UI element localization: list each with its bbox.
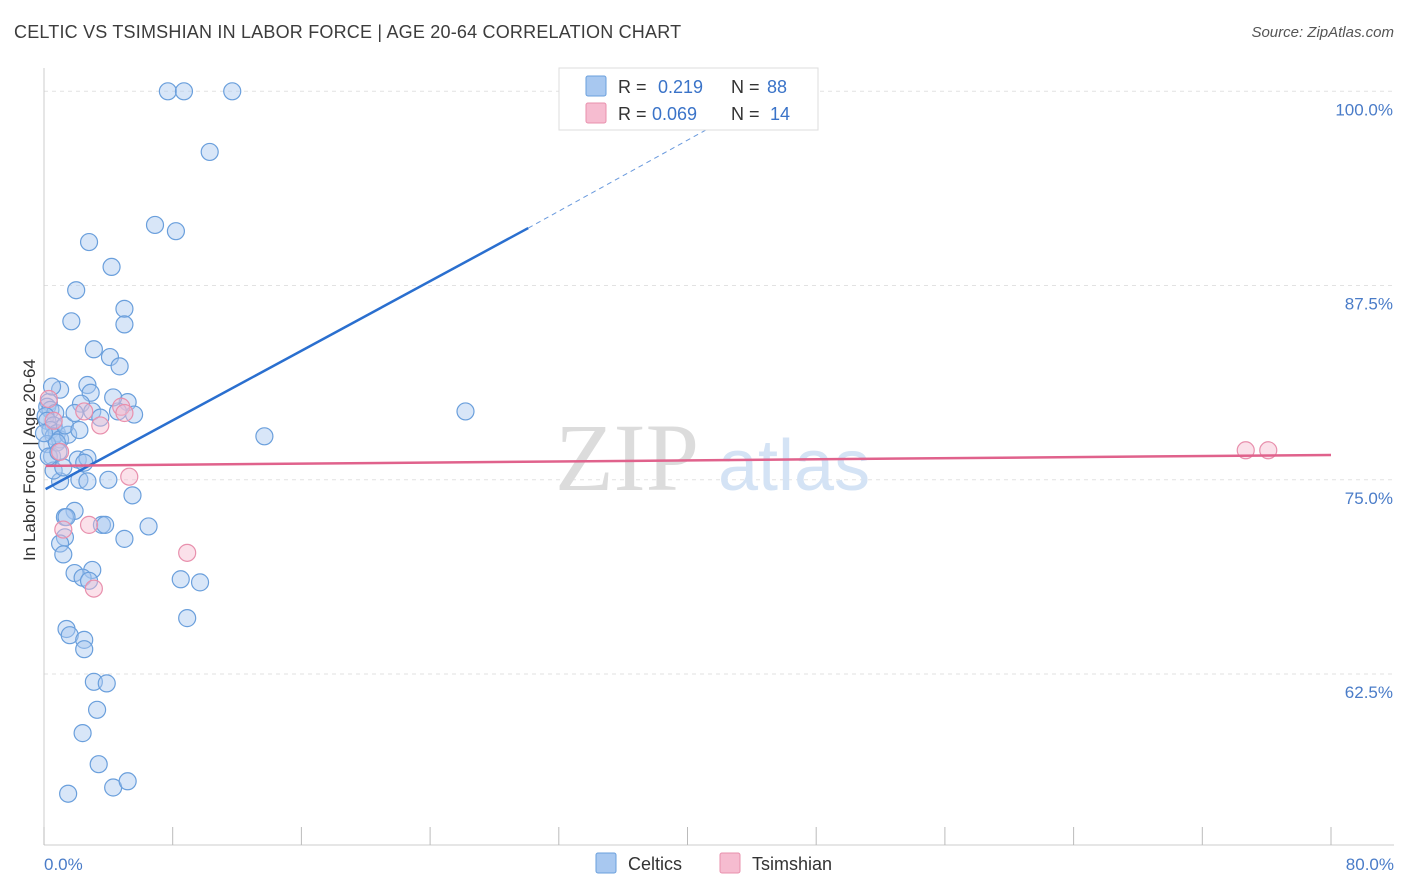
point-celtics xyxy=(200,142,219,162)
data-points xyxy=(34,82,1278,803)
legend-n-label-tsimshian: N = xyxy=(731,104,760,124)
point-celtics xyxy=(174,82,194,101)
point-celtics xyxy=(110,357,129,376)
point-celtics xyxy=(60,626,79,645)
point-celtics xyxy=(255,427,274,446)
point-celtics xyxy=(89,755,108,774)
y-tick-label: 62.5% xyxy=(1345,683,1393,702)
point-celtics xyxy=(158,82,177,101)
point-tsimshian xyxy=(84,579,103,598)
watermark-atlas: atlas xyxy=(718,426,870,506)
tick-labels: 100.0% 87.5% 75.0% 62.5% 0.0% 80.0% xyxy=(44,100,1394,874)
point-celtics xyxy=(456,402,475,421)
point-celtics xyxy=(91,408,110,427)
y-tick-label: 75.0% xyxy=(1345,489,1393,508)
point-celtics xyxy=(118,772,137,791)
series-legend-swatch-tsimshian xyxy=(719,852,741,874)
legend-r-value-celtics: 0.219 xyxy=(658,77,703,97)
series-legend-swatch-celtics xyxy=(595,852,617,874)
point-tsimshian xyxy=(79,515,99,534)
point-celtics xyxy=(97,674,116,693)
legend-n-value-celtics: 88 xyxy=(767,77,787,97)
watermark: ZIP atlas xyxy=(555,404,870,511)
point-celtics xyxy=(87,700,107,719)
y-tick-label: 87.5% xyxy=(1345,295,1393,314)
source-label: Source: ZipAtlas.com xyxy=(1251,24,1394,41)
point-celtics xyxy=(100,347,120,367)
legend-swatch-celtics xyxy=(585,75,607,97)
series-legend-label-celtics: Celtics xyxy=(628,854,682,874)
grid-lines xyxy=(44,90,1394,675)
point-celtics xyxy=(96,515,115,534)
point-tsimshian xyxy=(91,416,110,435)
trend-line-tsimshian xyxy=(45,453,1332,468)
point-celtics xyxy=(34,424,54,443)
point-celtics xyxy=(75,640,94,659)
point-celtics xyxy=(55,416,75,435)
point-tsimshian xyxy=(178,543,197,562)
point-tsimshian xyxy=(120,467,139,486)
point-celtics xyxy=(62,312,81,331)
point-celtics xyxy=(54,458,73,477)
point-celtics xyxy=(123,486,142,505)
point-celtics xyxy=(79,232,99,252)
legend-n-label-celtics: N = xyxy=(731,77,760,97)
watermark-zip: ZIP xyxy=(555,404,699,511)
point-celtics xyxy=(84,340,103,359)
point-celtics xyxy=(78,472,97,491)
point-celtics xyxy=(115,315,134,334)
point-celtics xyxy=(139,517,158,536)
point-celtics xyxy=(50,534,70,553)
series-legend: Celtics Tsimshian xyxy=(595,852,832,874)
point-celtics xyxy=(83,560,102,580)
legend-r-value-tsimshian: 0.069 xyxy=(652,104,697,124)
point-celtics xyxy=(102,257,121,277)
point-celtics xyxy=(115,529,134,548)
legend-r-label-celtics: R = xyxy=(618,77,647,97)
legend-r-label-tsimshian: R = xyxy=(618,104,647,124)
point-celtics xyxy=(190,573,210,592)
legend-swatch-tsimshian xyxy=(585,102,607,124)
trend-line-celtics xyxy=(45,226,529,491)
point-celtics xyxy=(54,545,73,564)
x-tick-label: 80.0% xyxy=(1346,855,1394,874)
point-tsimshian xyxy=(44,411,63,430)
point-celtics xyxy=(178,609,197,628)
point-celtics xyxy=(75,630,94,649)
legend-n-value-tsimshian: 14 xyxy=(770,104,790,124)
chart-title: CELTIC VS TSIMSHIAN IN LABOR FORCE | AGE… xyxy=(14,22,682,42)
point-tsimshian xyxy=(54,520,73,539)
legend: R = 0.219 N = 88 R = 0.069 N = 14 xyxy=(558,67,819,131)
point-tsimshian xyxy=(75,402,94,421)
point-celtics xyxy=(70,420,89,440)
x-tick-label: 0.0% xyxy=(44,855,83,874)
y-tick-label: 100.0% xyxy=(1335,100,1393,119)
trend-extension-celtics xyxy=(527,109,743,229)
trend-lines xyxy=(45,109,1332,491)
point-celtics xyxy=(73,724,92,743)
point-celtics xyxy=(145,215,165,235)
point-celtics xyxy=(99,470,118,489)
point-celtics xyxy=(59,784,78,803)
point-celtics xyxy=(166,222,186,241)
point-tsimshian xyxy=(115,403,134,423)
point-celtics xyxy=(67,281,86,300)
point-celtics xyxy=(115,299,134,318)
point-celtics xyxy=(223,82,242,101)
point-tsimshian xyxy=(39,389,58,409)
point-tsimshian xyxy=(50,442,70,461)
point-celtics xyxy=(171,570,190,589)
series-legend-label-tsimshian: Tsimshian xyxy=(752,854,832,874)
